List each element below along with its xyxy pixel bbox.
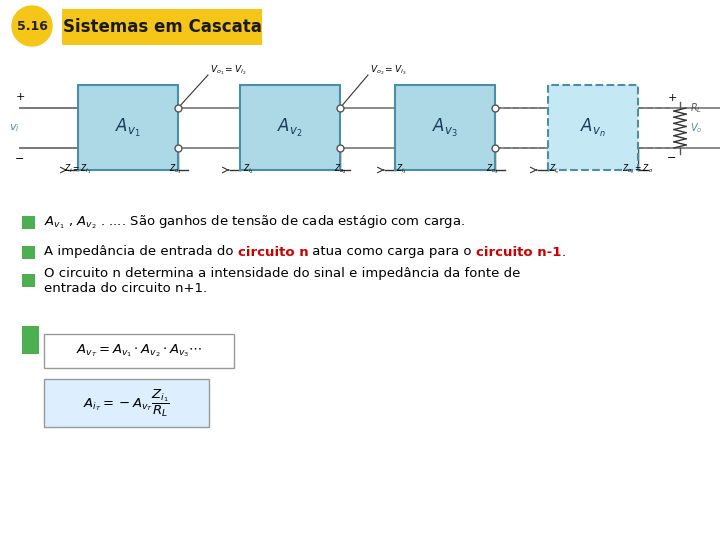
Bar (548, 85, 638, 170)
Text: $A_{v_1}$ , $A_{v_2}$ . .... São ganhos de tensão de cada estágio com carga.: $A_{v_1}$ , $A_{v_2}$ . .... São ganhos … (44, 213, 465, 231)
Text: $A_{v_T} = A_{v_1} \cdot A_{v_2} \cdot A_{v_3} \cdots$: $A_{v_T} = A_{v_1} \cdot A_{v_2} \cdot A… (76, 343, 202, 359)
Text: $A_{v_3}$: $A_{v_3}$ (432, 117, 458, 139)
Text: .: . (562, 246, 566, 259)
Text: $v_i$: $v_i$ (9, 122, 19, 134)
Text: $Z_{i_2}$: $Z_{i_2}$ (243, 162, 253, 176)
Text: $A_{v_2}$: $A_{v_2}$ (277, 117, 302, 139)
Text: $Z_{o_1}$: $Z_{o_1}$ (168, 162, 181, 176)
Text: entrada do circuito n+1.: entrada do circuito n+1. (44, 282, 207, 295)
Text: O circuito n determina a intensidade do sinal e impedância da fonte de: O circuito n determina a intensidade do … (44, 267, 521, 280)
Bar (62, 9, 262, 45)
Text: $A_{v_n}$: $A_{v_n}$ (580, 117, 606, 139)
Circle shape (12, 6, 52, 46)
Bar (22, 273, 35, 287)
Text: $Z_{o_2}$: $Z_{o_2}$ (333, 162, 346, 176)
Text: $V_o$: $V_o$ (690, 121, 703, 135)
Text: $Z_{i_n}$: $Z_{i_n}$ (549, 162, 560, 176)
Text: circuito n: circuito n (238, 246, 308, 259)
Text: $Z_i = Z_{i_1}$: $Z_i = Z_{i_1}$ (64, 162, 91, 176)
Bar (44, 334, 234, 368)
Text: atua como carga para o: atua como carga para o (308, 246, 476, 259)
Text: +: + (667, 93, 677, 103)
Bar (22, 326, 39, 354)
Bar (22, 215, 35, 228)
Bar (240, 85, 340, 170)
Bar (395, 85, 495, 170)
Text: $Z_{i_3}$: $Z_{i_3}$ (397, 162, 408, 176)
Bar (22, 246, 35, 259)
Text: 5.16: 5.16 (17, 19, 48, 32)
Text: $Z_{o_n} = Z_o$: $Z_{o_n} = Z_o$ (623, 162, 654, 176)
Text: $R_L$: $R_L$ (690, 101, 702, 115)
Bar (44, 379, 209, 427)
Text: −: − (667, 153, 677, 163)
Text: −: − (15, 154, 24, 164)
Text: $A_{v_1}$: $A_{v_1}$ (115, 117, 141, 139)
Text: A impedância de entrada do: A impedância de entrada do (44, 246, 238, 259)
Bar (78, 85, 178, 170)
Text: $Z_{o_3}$: $Z_{o_3}$ (485, 162, 498, 176)
Text: Sistemas em Cascata: Sistemas em Cascata (63, 18, 261, 36)
Text: $V_{o_1} = V_{i_2}$: $V_{o_1} = V_{i_2}$ (210, 63, 246, 77)
Text: $V_{o_2} = V_{i_3}$: $V_{o_2} = V_{i_3}$ (370, 63, 407, 77)
Text: circuito n-1: circuito n-1 (476, 246, 562, 259)
Text: +: + (15, 92, 24, 102)
Text: $A_{i_T} = -A_{v_T} \dfrac{Z_{i_1}}{R_L}$: $A_{i_T} = -A_{v_T} \dfrac{Z_{i_1}}{R_L}… (83, 387, 170, 419)
